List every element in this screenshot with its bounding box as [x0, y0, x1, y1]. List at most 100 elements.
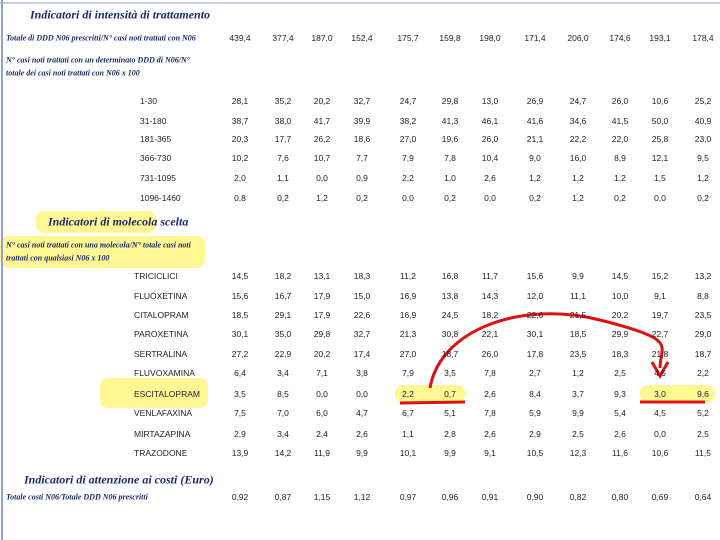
cell: 38,0 — [274, 116, 292, 126]
cell: 50,0 — [651, 116, 669, 126]
cell: 2,9 — [234, 429, 246, 439]
row-label: CITALOPRAM — [134, 310, 189, 320]
cell: 0,0 — [356, 389, 368, 399]
cell: 32,7 — [353, 96, 371, 106]
highlight — [0, 236, 205, 268]
cell: 6,0 — [316, 408, 328, 418]
cell: 10,1 — [399, 448, 417, 458]
cell: 22,0 — [611, 134, 629, 144]
cell: 14,2 — [274, 448, 292, 458]
cell: 13,2 — [694, 271, 712, 281]
cell: 24,5 — [441, 310, 459, 320]
cell: 0,64 — [694, 492, 712, 502]
cell: 0,0 — [654, 193, 666, 203]
cell: 20,2 — [313, 96, 331, 106]
cell: 0,0 — [316, 389, 328, 399]
cell: 8,4 — [529, 389, 541, 399]
cell: 35,2 — [274, 96, 292, 106]
cell: 20,3 — [231, 134, 249, 144]
cell: 171,4 — [524, 33, 546, 43]
cell: 12,0 — [526, 291, 544, 301]
cell: 28,1 — [231, 96, 249, 106]
cell: 40,9 — [694, 116, 712, 126]
cell: 0,2 — [529, 193, 541, 203]
cell: 16,0 — [569, 153, 587, 163]
cell: 24,7 — [569, 96, 587, 106]
cell: 7,0 — [277, 408, 289, 418]
cell: 13,8 — [441, 291, 459, 301]
cell: 1,0 — [444, 173, 456, 183]
cell: 2,5 — [572, 429, 584, 439]
cell: 7,6 — [277, 153, 289, 163]
cell: 15,6 — [231, 291, 249, 301]
row-label: TRICICLICI — [134, 271, 178, 281]
cell: 46,1 — [481, 116, 499, 126]
cell: 30,8 — [441, 329, 459, 339]
cell: 18,3 — [611, 349, 629, 359]
cell: 0,91 — [481, 492, 499, 502]
cell: 0,2 — [356, 193, 368, 203]
cell: 22,1 — [481, 329, 499, 339]
cell: 21,3 — [399, 329, 417, 339]
cell: 27,2 — [231, 349, 249, 359]
note: N° casi noti trattati con un determinato… — [6, 55, 190, 65]
cell: 2,7 — [529, 368, 541, 378]
cell: 2,4 — [316, 429, 328, 439]
cell: 1,2 — [614, 173, 626, 183]
cell: 7,9 — [402, 153, 414, 163]
cell: 6,7 — [402, 408, 414, 418]
cell: 8,8 — [697, 291, 709, 301]
cell: 18,2 — [274, 271, 292, 281]
cell: 35,0 — [274, 329, 292, 339]
cell: 206,0 — [567, 33, 589, 43]
cell: 3,4 — [277, 368, 289, 378]
cell: 1,1 — [402, 429, 414, 439]
cell: 0,97 — [399, 492, 417, 502]
row-label: PAROXETINA — [134, 329, 189, 339]
cell: 23,0 — [694, 134, 712, 144]
cell: 1,12 — [353, 492, 371, 502]
cell: 26,2 — [313, 134, 331, 144]
cell: 21,8 — [651, 349, 669, 359]
cell: 16,9 — [399, 291, 417, 301]
cell: 178,4 — [692, 33, 714, 43]
highlight — [395, 385, 465, 403]
cell: 41,3 — [441, 116, 459, 126]
cell: 10,7 — [313, 153, 331, 163]
cell: 2,2 — [402, 389, 414, 399]
cell: 7,8 — [444, 153, 456, 163]
cell: 38,2 — [399, 116, 417, 126]
cell: 17,8 — [526, 349, 544, 359]
cell: 2,2 — [402, 173, 414, 183]
highlight — [36, 211, 156, 233]
cell: 16,7 — [274, 291, 292, 301]
cell: 2,9 — [529, 429, 541, 439]
cell: 7,5 — [234, 408, 246, 418]
cell: 16,8 — [441, 271, 459, 281]
cell: 11,9 — [314, 448, 330, 458]
cell: 7,8 — [484, 408, 496, 418]
cell: 10,0 — [611, 291, 629, 301]
cell: 18,5 — [569, 329, 587, 339]
cell: 11,5 — [695, 448, 711, 458]
cell: 2,6 — [484, 429, 496, 439]
cell: 9,9 — [356, 448, 368, 458]
cell: 22,9 — [274, 349, 292, 359]
cell: 0,92 — [231, 492, 249, 502]
cell: 1,2 — [697, 173, 709, 183]
cell: 10,4 — [481, 153, 499, 163]
cell: 0,9 — [356, 173, 368, 183]
cell: 9,0 — [529, 153, 541, 163]
cell: 9,6 — [697, 389, 709, 399]
cell: 9,5 — [697, 153, 709, 163]
cell: 19,7 — [651, 310, 669, 320]
cell: 12,3 — [569, 448, 587, 458]
cell: 18,2 — [481, 310, 499, 320]
cell: 2,0 — [234, 173, 246, 183]
cell: 1,2 — [529, 173, 541, 183]
cell: 2,8 — [444, 429, 456, 439]
row-label: 366-730 — [140, 153, 172, 163]
cell: 14,5 — [611, 271, 629, 281]
row-label: Totale di DDD N06 prescritti/N° casi not… — [6, 33, 196, 43]
